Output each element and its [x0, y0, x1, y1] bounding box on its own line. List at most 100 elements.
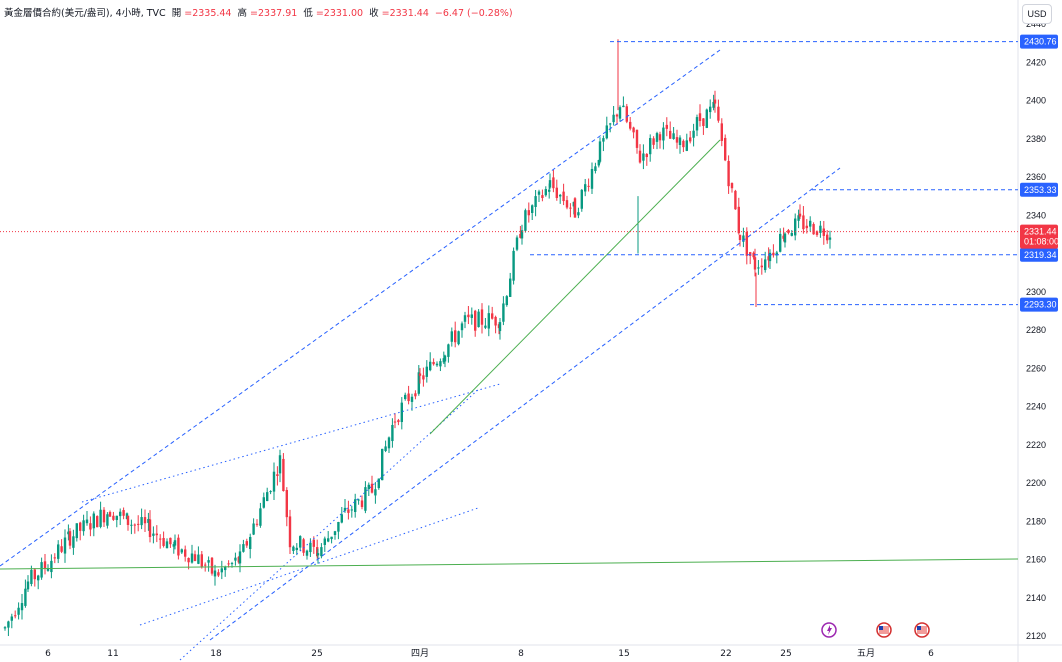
candle-body: [705, 109, 708, 128]
candle-body: [393, 421, 397, 423]
candle-body: [269, 491, 272, 493]
level-label-2319-bg: [1020, 247, 1058, 262]
candle-body: [642, 153, 645, 161]
candle-body: [364, 487, 367, 511]
candle-body: [148, 519, 152, 538]
candle-body: [234, 557, 237, 561]
candle-body: [316, 547, 319, 557]
candle-body: [126, 515, 130, 525]
candle-body: [520, 230, 524, 239]
candle-body: [502, 303, 505, 322]
candle-body: [37, 575, 40, 581]
candle-body: [210, 557, 214, 574]
candle-body: [783, 233, 787, 243]
candle-body: [350, 509, 353, 511]
candle-body: [40, 562, 43, 578]
candle-body: [779, 233, 782, 252]
high-label: 高: [237, 8, 248, 19]
dotted-trend-lower: [139, 507, 479, 626]
candle-body: [602, 138, 605, 142]
candle-body: [541, 195, 544, 199]
y-tick-label: 2220: [1026, 440, 1046, 450]
candle-body: [638, 150, 642, 163]
candle-body: [794, 218, 797, 236]
candle-body: [159, 538, 162, 540]
candle-body: [187, 557, 190, 563]
candle-body: [227, 563, 230, 565]
y-tick-label: 2160: [1026, 555, 1046, 565]
candle-body: [584, 184, 587, 192]
candle-body: [193, 554, 197, 561]
candle-body: [509, 278, 512, 297]
high-value: =2337.91: [250, 8, 298, 19]
chart-header: 黃金層價合約(美元/盎司), 4小時, TVC 開 =2335.44 高 =2337…: [4, 5, 516, 19]
level-label-2353: 2353.33: [1024, 185, 1057, 195]
candle-body: [26, 581, 30, 590]
candle-body: [720, 123, 723, 141]
lightning-event-icon[interactable]: [821, 622, 837, 638]
candle-body: [590, 168, 594, 189]
candle-body: [764, 259, 767, 271]
candle-body: [177, 537, 180, 556]
candle-body: [333, 531, 337, 535]
symbol-title: 黃金層價合約(美元/盎司), 4小時, TVC: [4, 8, 166, 19]
candle-body: [190, 553, 194, 563]
candle-body: [812, 224, 815, 235]
candle-body: [724, 137, 727, 161]
candle-body: [702, 118, 705, 126]
candle-body: [108, 512, 112, 517]
candle-body: [494, 316, 497, 326]
candle-body: [162, 537, 165, 546]
candle-body: [742, 235, 745, 242]
candle-body: [463, 315, 467, 322]
candle-body: [460, 323, 464, 331]
candle-body: [597, 159, 600, 166]
candle-body: [282, 458, 285, 491]
open-value: =2335.44: [184, 8, 232, 19]
candle-body: [665, 124, 668, 129]
candle-body: [555, 187, 558, 198]
candle-body: [698, 113, 702, 122]
candle-body: [20, 603, 24, 611]
candle-body: [615, 114, 619, 117]
candle-body: [417, 372, 420, 394]
candle-body: [152, 533, 155, 536]
candle-body: [527, 210, 530, 216]
candle-body: [57, 544, 60, 559]
candle-body: [414, 393, 417, 397]
candle-body: [768, 252, 772, 262]
x-tick-label: 18: [210, 649, 222, 659]
candle-body: [249, 536, 252, 550]
candle-body: [790, 233, 793, 236]
candle-body: [439, 361, 442, 367]
currency-button[interactable]: USD: [1022, 4, 1052, 24]
candle-body: [266, 492, 269, 502]
us-flag-event-icon[interactable]: [914, 622, 930, 638]
candle-body: [252, 523, 255, 535]
close-value: =2331.44: [381, 8, 429, 19]
y-tick-label: 2420: [1026, 57, 1046, 67]
candle-body: [782, 235, 785, 239]
candle-body: [467, 314, 470, 318]
candle-body: [609, 123, 612, 125]
candle-body: [292, 546, 295, 551]
candle-body: [309, 542, 312, 553]
candle-body: [140, 517, 143, 526]
candle-body: [60, 546, 63, 552]
us-flag-event-icon[interactable]: [876, 622, 892, 638]
candle-body: [798, 213, 802, 217]
candle-body: [79, 522, 82, 531]
candle-body: [3, 627, 7, 629]
candle-body: [381, 448, 384, 481]
candle-body: [422, 375, 425, 380]
candle-body: [147, 518, 150, 523]
candle-body: [387, 437, 391, 449]
candle-body: [531, 205, 534, 213]
candle-body: [207, 560, 210, 563]
candle-body: [340, 514, 343, 523]
candle-body: [734, 190, 737, 210]
candle-body: [443, 355, 447, 362]
candle-body: [565, 200, 569, 208]
candle-body: [548, 180, 552, 188]
